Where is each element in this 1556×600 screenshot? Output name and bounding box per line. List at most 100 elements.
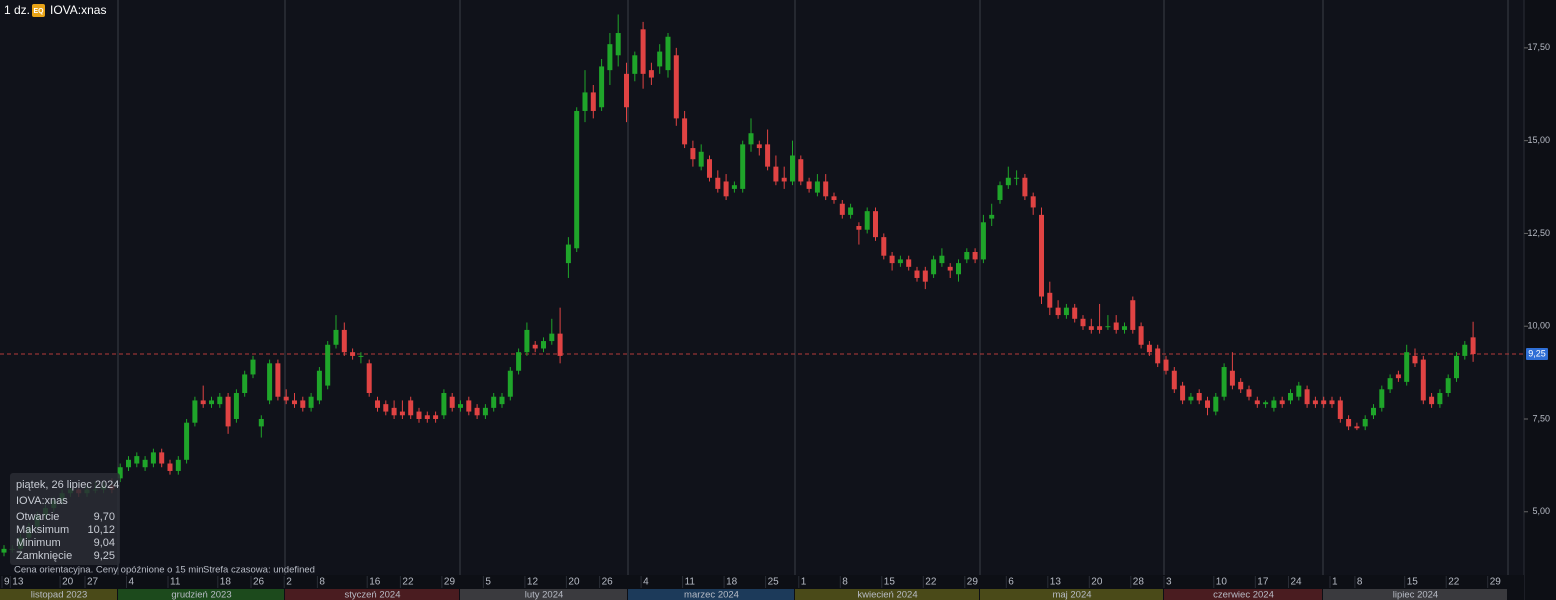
month-label: grudzień 2023 [171, 590, 231, 600]
candle-body [433, 415, 439, 419]
last-price-box [1526, 348, 1548, 361]
candle-body [458, 404, 463, 408]
x-tick-label: 26 [253, 577, 265, 588]
candle-body [914, 270, 920, 278]
candle-body [1420, 359, 1426, 401]
candle-body [765, 144, 771, 167]
candle-body [939, 255, 945, 264]
month-label: czerwiec 2024 [1213, 590, 1274, 600]
candle-body [449, 396, 455, 408]
candle-body [1055, 307, 1061, 316]
candle-body [989, 214, 995, 219]
candle-body [831, 196, 837, 201]
tooltip-value: 9,25 [94, 550, 115, 562]
candle-body [1470, 337, 1476, 355]
candle-body [731, 185, 737, 189]
candle-body [624, 73, 629, 108]
candle-body [1180, 385, 1186, 401]
candle-body [466, 400, 472, 412]
candle-body [308, 396, 314, 408]
candle-body [142, 459, 148, 468]
candle-body [873, 211, 878, 238]
x-tick-label: 11 [685, 577, 696, 588]
candle-body [1296, 385, 1302, 397]
x-tick-label: 4 [129, 577, 135, 588]
x-tick-label: 20 [1091, 577, 1103, 588]
candle-body [931, 259, 937, 275]
y-tick-label: 10,00 [1527, 321, 1550, 331]
candle-body [1379, 389, 1385, 408]
candle-body [1088, 326, 1094, 330]
candle-body [283, 396, 289, 401]
candle-body [1254, 400, 1260, 405]
candle-body [565, 244, 571, 264]
candle-body [1271, 400, 1277, 408]
y-tick-label: 7,50 [1532, 413, 1550, 423]
x-tick-label: 6 [1008, 577, 1014, 588]
x-tick-label: 15 [884, 577, 896, 588]
candle-body [1387, 378, 1393, 390]
candle-body [582, 92, 588, 111]
candle-body [748, 133, 754, 145]
candle-body [532, 344, 538, 349]
candle-body [200, 400, 206, 405]
month-band [285, 589, 459, 600]
x-tick-label: 22 [925, 577, 937, 588]
month-label: lipiec 2024 [1393, 590, 1438, 600]
x-tick-label: 20 [568, 577, 580, 588]
candle-body [574, 110, 580, 249]
candle-body [1205, 400, 1210, 408]
candle-body [167, 463, 173, 471]
candle-body [1371, 407, 1376, 416]
x-tick-label: 2 [286, 577, 292, 588]
candle-body [233, 393, 239, 419]
x-tick-label: 25 [768, 577, 780, 588]
month-label: listopad 2023 [31, 590, 88, 600]
candle-body [897, 259, 903, 264]
candle-body [1362, 418, 1368, 427]
candle-body [1196, 393, 1202, 401]
candle-body [698, 151, 704, 167]
candle-body [375, 400, 380, 408]
candle-body [516, 352, 522, 371]
candle-body [1246, 389, 1252, 397]
candle-body [1014, 177, 1020, 179]
candle-body [341, 329, 347, 353]
x-tick-label: 11 [170, 577, 181, 588]
interval: 1 dz. [4, 3, 30, 17]
badge-icon [32, 4, 45, 17]
month-band [980, 589, 1163, 600]
candle-body [964, 251, 970, 260]
candle-body [1454, 355, 1459, 379]
candle-body [316, 370, 322, 401]
month-label: styczeń 2024 [345, 590, 401, 600]
tooltip-date: piątek, 26 lipiec 2024 [16, 479, 119, 491]
candle-body [607, 44, 613, 71]
candle-body [499, 396, 505, 405]
candle-body [117, 467, 123, 479]
badge: EQ [33, 8, 44, 15]
candle-body [1163, 359, 1169, 371]
candle-body [657, 51, 663, 67]
candle-body [391, 407, 397, 416]
candle-body [1130, 300, 1136, 330]
candle-body [524, 329, 530, 353]
candle-body [906, 259, 912, 267]
candle-body [325, 344, 331, 386]
x-tick-label: 24 [1291, 577, 1303, 588]
candle-body [1030, 196, 1036, 208]
candle-body [590, 92, 596, 111]
candle-body [350, 352, 356, 356]
x-tick-label: 26 [602, 577, 614, 588]
candle-body [1412, 355, 1418, 364]
candle-body [267, 363, 273, 401]
candle-body [541, 341, 546, 349]
x-tick-label: 8 [1357, 577, 1363, 588]
tooltip-value: 9,04 [94, 537, 115, 549]
footer-note: Cena orientacyjna. Ceny opóźnione o 15 m… [14, 565, 204, 576]
candle-body [848, 207, 854, 215]
x-tick-label: 12 [527, 577, 539, 588]
candle-body [1321, 400, 1327, 405]
candle-body [1445, 378, 1451, 394]
x-tick-label: 13 [1050, 577, 1062, 588]
